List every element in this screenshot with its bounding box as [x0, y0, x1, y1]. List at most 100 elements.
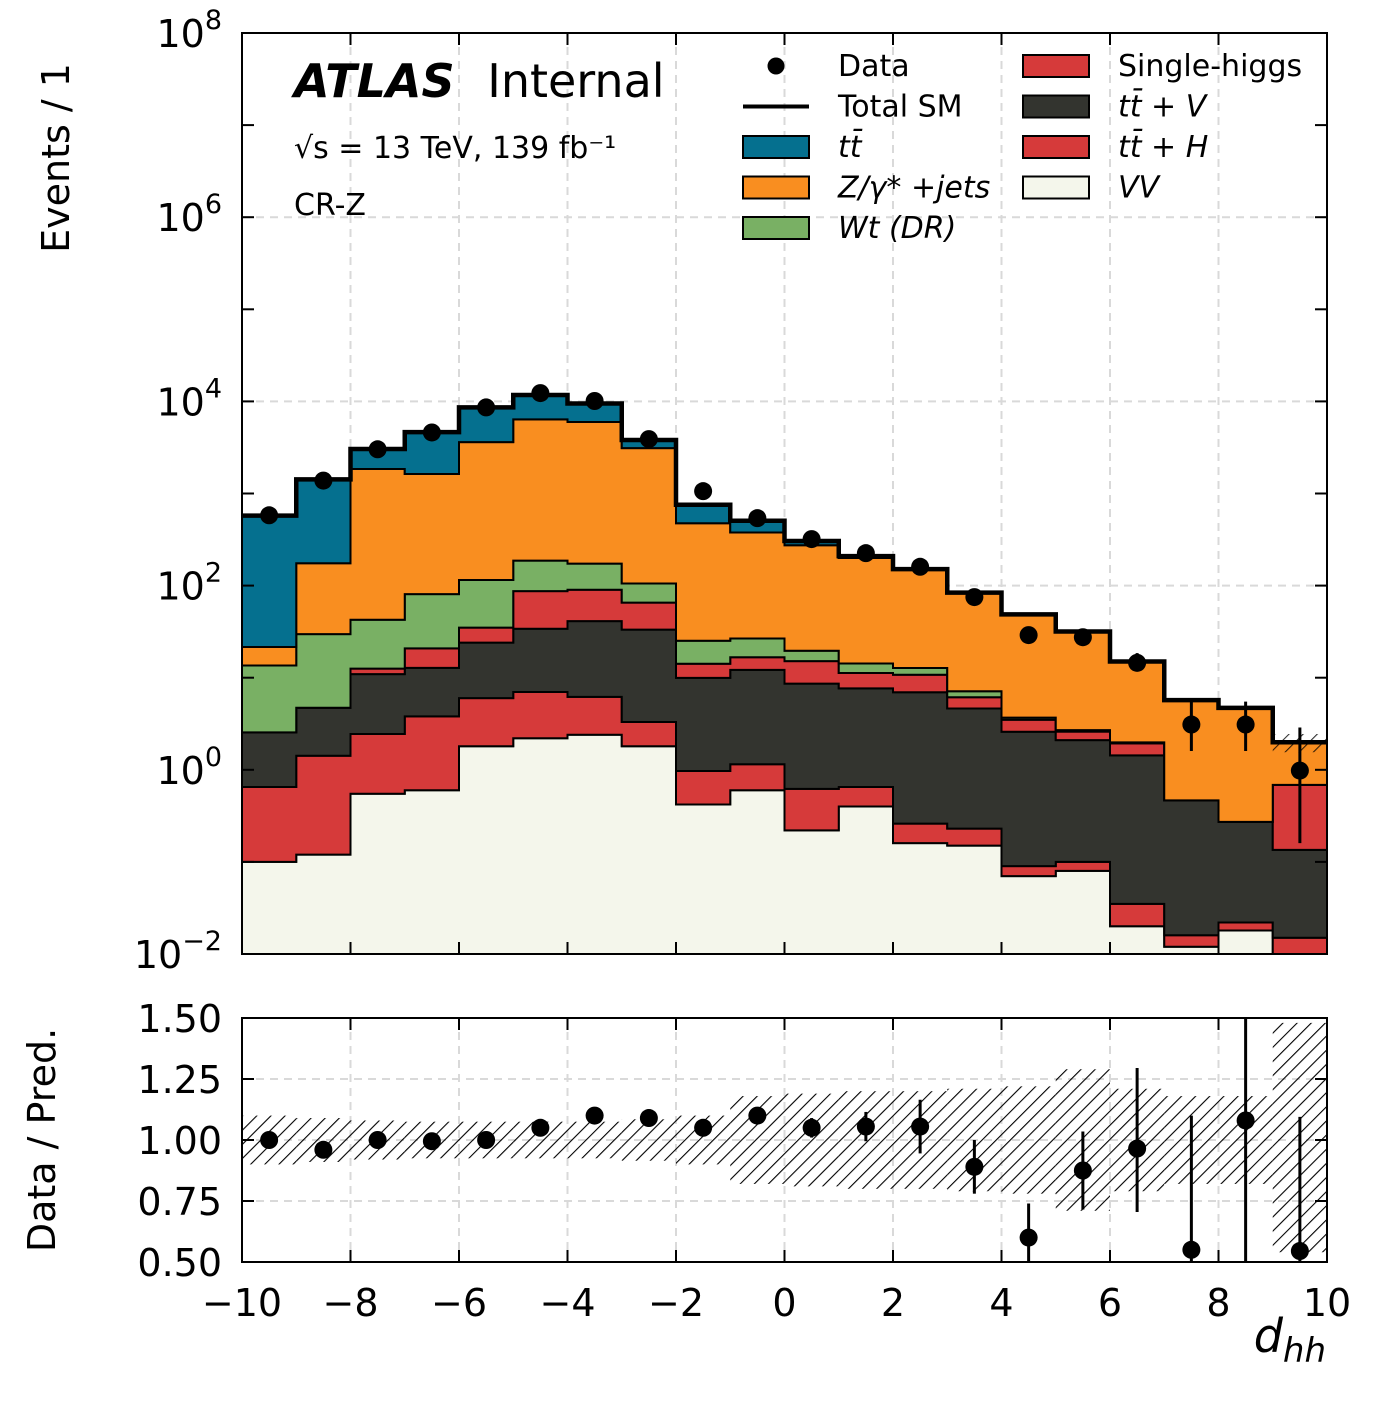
x-tick-label: −2 — [648, 1281, 704, 1325]
ratio-band-bin — [784, 1093, 839, 1187]
legend-patch — [742, 216, 810, 240]
legend-col1-entry: Data — [767, 49, 910, 84]
data-point — [802, 530, 821, 549]
data-point — [748, 509, 767, 528]
ratio-point — [477, 1131, 496, 1149]
legend-col1-entry: Total SM — [743, 90, 963, 125]
x-tick-label: 2 — [881, 1281, 905, 1325]
ratio-y-tick-label: 0.75 — [137, 1180, 222, 1224]
ratio-band-bin — [1001, 1086, 1056, 1194]
x-tick-label: 6 — [1098, 1281, 1122, 1325]
data-point — [911, 557, 930, 576]
region-label: CR-Z — [294, 188, 366, 223]
data-point — [1290, 761, 1309, 780]
x-tick-label: −10 — [202, 1281, 282, 1325]
ratio-point — [856, 1117, 875, 1136]
data-point — [856, 544, 875, 563]
main-y-tick-base: 10 — [134, 933, 182, 977]
legend-patch — [1022, 54, 1090, 78]
legend-col1-entry: tt̄ — [742, 129, 863, 165]
data-point — [965, 588, 984, 607]
legend-col2-entry: tt̄ + H — [1022, 129, 1208, 165]
data-point — [1236, 715, 1255, 734]
data-point — [639, 430, 658, 449]
data-point — [422, 423, 441, 442]
ratio-y-axis-title: Data / Pred. — [20, 1028, 64, 1252]
ratio-point — [965, 1157, 984, 1176]
x-tick-label: −4 — [539, 1281, 595, 1325]
main-y-tick-label: 106 — [156, 189, 222, 240]
main-y-tick-exp: 6 — [205, 189, 222, 220]
main-y-tick-label: 102 — [156, 558, 222, 609]
ratio-y-tick-label: 0.50 — [137, 1241, 222, 1285]
x-tick-label: −6 — [431, 1281, 487, 1325]
x-tick-label: 0 — [772, 1281, 796, 1325]
main-y-tick-exp: 4 — [205, 373, 222, 404]
data-point — [1182, 715, 1201, 734]
x-tick-label: 10 — [1303, 1281, 1351, 1325]
legend-label: Total SM — [837, 90, 963, 125]
ratio-point — [1290, 1242, 1309, 1261]
ratio-ticks — [241, 1017, 1328, 1263]
main-y-tick-exp: 0 — [205, 742, 222, 773]
main-y-tick-label: 100 — [156, 742, 222, 793]
legend-col1-entry: Wt (DR) — [742, 211, 956, 246]
main-y-tick-label: 10−2 — [134, 926, 222, 977]
ratio-grid — [242, 1018, 1327, 1262]
ratio-point — [422, 1132, 441, 1151]
ratio-point — [1128, 1139, 1147, 1158]
legend-marker-data — [767, 57, 785, 75]
x-axis-title-sub: hh — [1283, 1331, 1326, 1371]
main-y-tick-base: 10 — [156, 749, 204, 793]
legend-patch — [1022, 175, 1090, 200]
ratio-point — [1073, 1161, 1092, 1180]
data-point — [477, 398, 496, 417]
data-points — [260, 384, 1309, 844]
data-point — [531, 384, 550, 403]
ratio-y-tick-labels: 0.50 0.75 1.00 1.25 1.50 — [137, 997, 222, 1285]
atlas-status: Internal — [487, 54, 664, 108]
stack-fills — [242, 393, 1327, 954]
main-y-tick-exp: −2 — [182, 926, 222, 957]
legend-patch — [742, 175, 810, 200]
main-y-tick-base: 10 — [156, 380, 204, 424]
legend-label: Wt (DR) — [838, 211, 956, 246]
legend-label: tt̄ + H — [1118, 129, 1208, 165]
legend-patch — [1022, 94, 1090, 119]
data-point — [1128, 653, 1147, 672]
ratio-point — [314, 1140, 333, 1159]
data-point — [314, 471, 333, 490]
ratio-point — [748, 1106, 767, 1125]
main-y-tick-base: 10 — [156, 196, 204, 240]
legend-col1-entry: Z/γ* +jets — [742, 171, 990, 206]
legend-label: Single-higgs — [1118, 49, 1302, 84]
ratio-point — [802, 1118, 821, 1137]
legend-patch — [1022, 135, 1090, 159]
legend-col2-entry: Single-higgs — [1022, 49, 1302, 84]
legend-label: tt̄ + V — [1118, 88, 1209, 124]
data-point — [260, 506, 279, 525]
data-point — [1019, 626, 1038, 645]
ratio-point — [1236, 1111, 1255, 1130]
ratio-point — [1019, 1228, 1038, 1247]
x-axis-title: dhh — [1254, 1309, 1326, 1371]
ratio-band-bin — [567, 1121, 622, 1159]
main-y-tick-label: 108 — [156, 5, 222, 56]
main-y-tick-base: 10 — [156, 565, 204, 609]
ratio-point — [368, 1131, 387, 1149]
ratio-y-tick-label: 1.50 — [137, 997, 222, 1041]
data-point — [585, 392, 604, 411]
x-tick-label: 4 — [989, 1281, 1013, 1325]
x-tick-labels: −10 −8 −6 −4 −2 0 2 4 6 8 10 — [202, 1281, 1351, 1325]
atlas-experiment: ATLAS — [291, 54, 455, 108]
legend-col2-entry: VV — [1022, 171, 1162, 206]
legend-label: Data — [838, 49, 910, 84]
ratio-point — [531, 1118, 550, 1137]
data-point — [1073, 628, 1092, 647]
x-tick-label: 8 — [1206, 1281, 1230, 1325]
ratio-points — [260, 1018, 1309, 1262]
ratio-point — [585, 1106, 604, 1125]
